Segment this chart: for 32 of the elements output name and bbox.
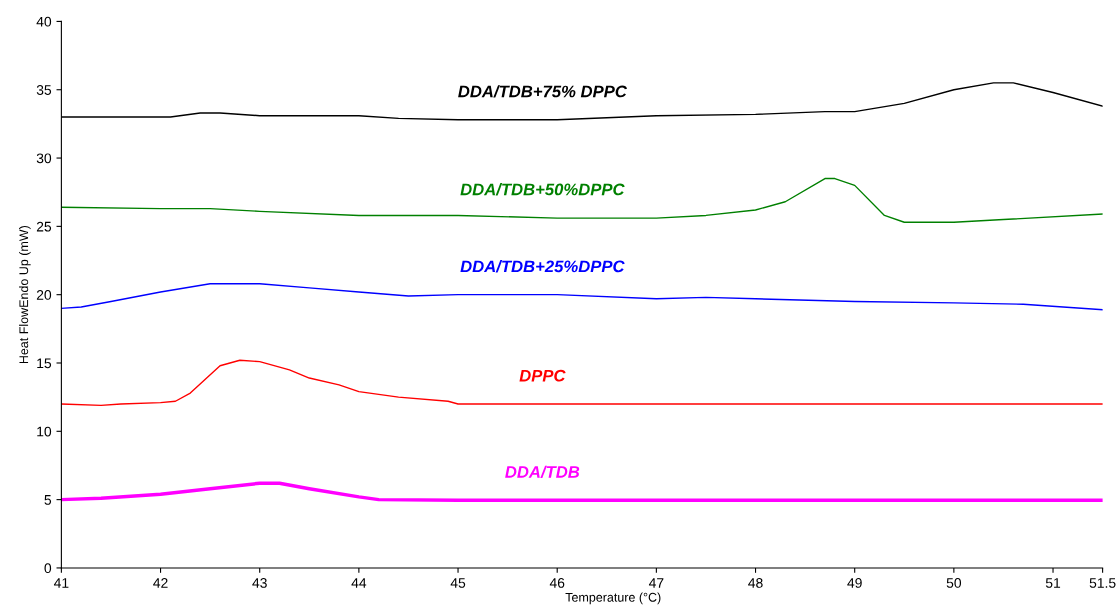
y-axis-title: Heat FlowEndo Up (mW) [19, 225, 31, 364]
x-tick-label: 51 [1045, 578, 1061, 588]
y-tick-label: 40 [36, 16, 52, 27]
series-label: DPPC [519, 369, 566, 382]
line-series [61, 359, 1103, 407]
x-tick-label: 49 [847, 578, 862, 588]
line-series [61, 481, 1103, 503]
x-tick-label: 43 [252, 578, 267, 588]
y-tick-label: 20 [36, 290, 52, 300]
series-label: DDA/TDB [505, 465, 580, 479]
series-label: DDA/TDB+75% DPPC [458, 85, 628, 98]
y-tick-label: 30 [36, 153, 52, 164]
x-tick-label: 41 [53, 578, 69, 588]
x-tick-label: 44 [351, 578, 367, 588]
x-tick-label: 47 [648, 578, 664, 588]
line-series [61, 177, 1103, 223]
y-tick-label: 10 [37, 426, 52, 437]
line-series [61, 283, 1103, 311]
x-tick-label: 45 [450, 578, 466, 588]
x-tick-label: 48 [748, 578, 763, 588]
series-label: DDA/TDB+25%DPPC [460, 260, 625, 273]
x-tick-label: 50 [946, 578, 962, 588]
y-tick-label: 15 [37, 358, 52, 369]
x-tick-label: 42 [153, 578, 168, 588]
series-label: DDA/TDB+50%DPPC [460, 183, 625, 196]
y-tick-label: 35 [36, 85, 52, 95]
y-tick-label: 5 [44, 495, 52, 505]
y-tick-label: 25 [36, 221, 52, 232]
x-tick-label: 46 [549, 578, 565, 588]
x-tick-label: 51.5 [1089, 578, 1116, 588]
y-tick-label: 0 [44, 563, 52, 574]
x-axis-title: Temperature (°C) [565, 592, 661, 605]
